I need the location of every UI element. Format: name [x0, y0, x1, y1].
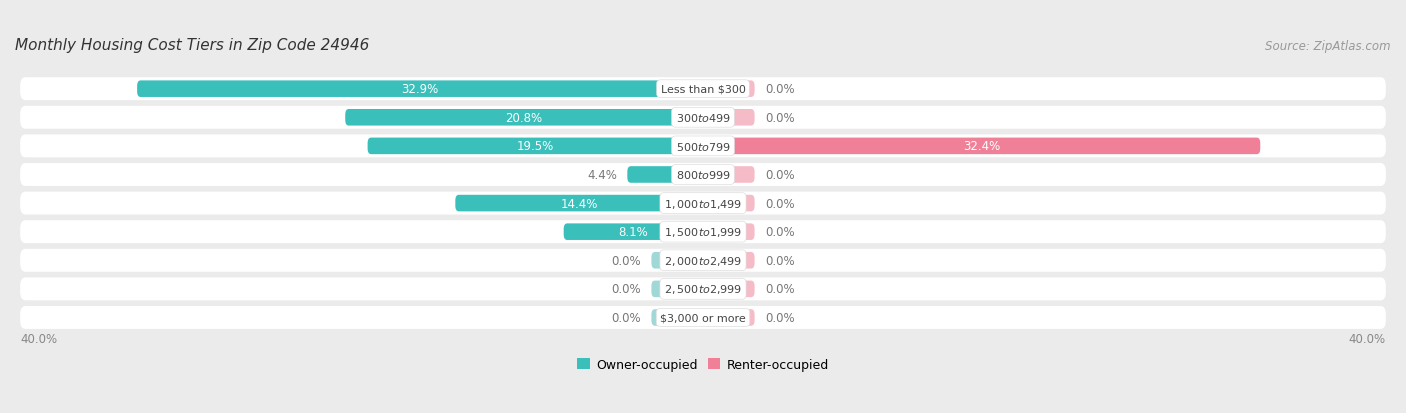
Text: 20.8%: 20.8% — [506, 112, 543, 124]
Text: 0.0%: 0.0% — [765, 83, 794, 96]
FancyBboxPatch shape — [651, 309, 703, 326]
Text: 0.0%: 0.0% — [612, 282, 641, 296]
FancyBboxPatch shape — [703, 195, 755, 212]
FancyBboxPatch shape — [20, 78, 1386, 101]
Text: $800 to $999: $800 to $999 — [675, 169, 731, 181]
FancyBboxPatch shape — [20, 278, 1386, 301]
Text: 8.1%: 8.1% — [619, 225, 648, 239]
FancyBboxPatch shape — [20, 306, 1386, 329]
Text: 0.0%: 0.0% — [765, 197, 794, 210]
FancyBboxPatch shape — [20, 221, 1386, 244]
FancyBboxPatch shape — [651, 252, 703, 269]
FancyBboxPatch shape — [20, 107, 1386, 129]
Text: $300 to $499: $300 to $499 — [675, 112, 731, 124]
Text: 19.5%: 19.5% — [516, 140, 554, 153]
Text: 32.9%: 32.9% — [402, 83, 439, 96]
Text: 32.4%: 32.4% — [963, 140, 1000, 153]
FancyBboxPatch shape — [20, 164, 1386, 186]
FancyBboxPatch shape — [651, 281, 703, 297]
FancyBboxPatch shape — [20, 249, 1386, 272]
Text: Less than $300: Less than $300 — [661, 85, 745, 95]
Text: 0.0%: 0.0% — [765, 225, 794, 239]
FancyBboxPatch shape — [456, 195, 703, 212]
FancyBboxPatch shape — [346, 110, 703, 126]
Text: $2,000 to $2,499: $2,000 to $2,499 — [664, 254, 742, 267]
Text: 0.0%: 0.0% — [765, 282, 794, 296]
Legend: Owner-occupied, Renter-occupied: Owner-occupied, Renter-occupied — [578, 358, 828, 371]
FancyBboxPatch shape — [703, 167, 755, 183]
Text: 0.0%: 0.0% — [765, 254, 794, 267]
Text: $1,500 to $1,999: $1,500 to $1,999 — [664, 225, 742, 239]
Text: 0.0%: 0.0% — [765, 112, 794, 124]
Text: 4.4%: 4.4% — [588, 169, 617, 182]
FancyBboxPatch shape — [703, 252, 755, 269]
Text: Monthly Housing Cost Tiers in Zip Code 24946: Monthly Housing Cost Tiers in Zip Code 2… — [15, 38, 370, 53]
FancyBboxPatch shape — [564, 224, 703, 240]
Text: $3,000 or more: $3,000 or more — [661, 313, 745, 323]
FancyBboxPatch shape — [138, 81, 703, 98]
Text: 0.0%: 0.0% — [765, 311, 794, 324]
FancyBboxPatch shape — [703, 309, 755, 326]
Text: $500 to $799: $500 to $799 — [675, 140, 731, 152]
FancyBboxPatch shape — [703, 110, 755, 126]
Text: $2,500 to $2,999: $2,500 to $2,999 — [664, 282, 742, 296]
Text: Source: ZipAtlas.com: Source: ZipAtlas.com — [1265, 40, 1391, 53]
Text: 14.4%: 14.4% — [561, 197, 598, 210]
FancyBboxPatch shape — [627, 167, 703, 183]
Text: 40.0%: 40.0% — [1348, 332, 1386, 345]
Text: 0.0%: 0.0% — [765, 169, 794, 182]
FancyBboxPatch shape — [20, 135, 1386, 158]
Text: 40.0%: 40.0% — [20, 332, 58, 345]
Text: 0.0%: 0.0% — [612, 254, 641, 267]
FancyBboxPatch shape — [367, 138, 703, 155]
FancyBboxPatch shape — [703, 138, 1260, 155]
Text: $1,000 to $1,499: $1,000 to $1,499 — [664, 197, 742, 210]
FancyBboxPatch shape — [20, 192, 1386, 215]
FancyBboxPatch shape — [703, 81, 755, 98]
FancyBboxPatch shape — [703, 224, 755, 240]
FancyBboxPatch shape — [703, 281, 755, 297]
Text: 0.0%: 0.0% — [612, 311, 641, 324]
